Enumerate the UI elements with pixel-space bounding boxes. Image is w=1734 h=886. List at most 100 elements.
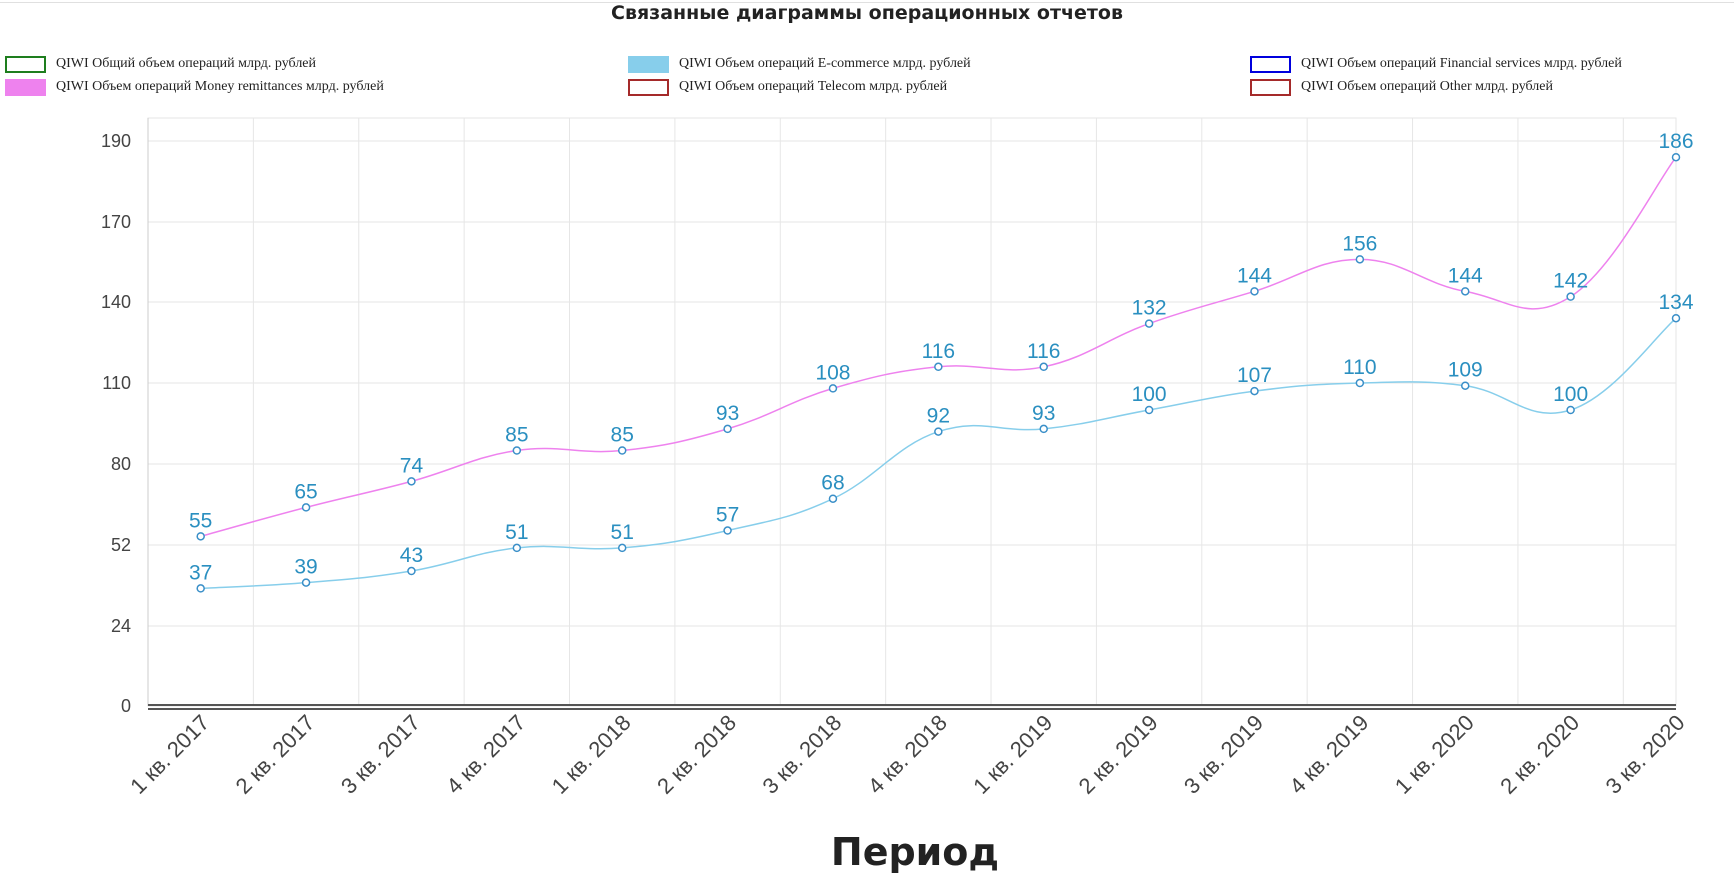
data-label: 116 [1027,340,1060,363]
data-label: 93 [716,402,739,425]
data-label: 110 [1343,356,1376,379]
x-tick-label: 1 кв. 2020 [1390,710,1479,799]
data-label: 186 [1658,130,1693,153]
x-tick-label: 2 кв. 2017 [231,710,320,799]
data-point [301,578,311,587]
data-point [1355,378,1365,388]
x-tick-label: 4 кв. 2019 [1284,710,1373,799]
data-point [617,446,627,455]
data-label: 108 [815,361,850,384]
data-point [1460,381,1470,390]
data-label: 134 [1658,291,1693,314]
data-point [1671,313,1681,323]
data-label: 37 [189,561,212,584]
data-point [1460,287,1470,296]
data-point [1039,362,1048,372]
data-point [1250,287,1259,296]
x-tick-label: 4 кв. 2017 [441,710,530,799]
data-label: 93 [1032,402,1055,425]
data-label: 100 [1132,383,1167,406]
data-point [512,543,522,553]
data-label: 144 [1237,264,1272,287]
x-tick-label: 3 кв. 2019 [1179,710,1268,799]
x-tick-label: 1 кв. 2018 [547,710,636,799]
data-label: 65 [294,480,317,503]
data-point [1355,255,1365,264]
data-point [1039,424,1048,434]
x-tick-label: 3 кв. 2017 [336,710,425,799]
data-point [196,532,205,541]
data-point [512,446,522,455]
data-label: 39 [294,556,317,579]
legend-label-total: QIWI Общий объем операций млрд. рублей [56,56,317,71]
y-tick-label: 110 [102,373,131,393]
data-point [723,424,732,434]
legend-label-ecommerce: QIWI Объем операций E-commerce млрд. руб… [679,56,971,71]
x-tick-label: 3 кв. 2018 [758,710,847,799]
data-point [934,427,943,436]
data-label: 156 [1342,232,1377,255]
legend-swatch-telecom [628,78,669,96]
data-label: 116 [922,340,955,363]
data-point [196,584,205,593]
legend-item-other[interactable]: QIWI Объем операций Other млрд. рублей [1250,76,1553,98]
data-point [1144,405,1154,415]
data-label: 109 [1448,359,1483,382]
data-label: 68 [821,472,844,495]
data-label: 57 [716,504,739,527]
data-label: 85 [611,424,634,447]
top-divider [0,2,1734,3]
y-tick-label: 24 [111,616,131,636]
y-tick-label: 80 [111,454,131,474]
y-tick-label: 140 [101,292,131,312]
x-axis-title: Период [830,830,1000,874]
legend-item-total[interactable]: QIWI Общий объем операций млрд. рублей [5,53,316,75]
data-point [407,566,416,576]
plot-area [147,117,1677,707]
x-tick-label: 1 кв. 2019 [968,710,1057,799]
y-tick-label: 52 [111,535,131,555]
legend-swatch-financial [1250,55,1291,73]
x-tick-label: 2 кв. 2020 [1495,710,1584,799]
x-tick-label: 4 кв. 2018 [863,710,952,799]
data-point [617,543,627,553]
data-point [723,526,732,535]
legend-label-remittances: QIWI Объем операций Money remittances мл… [56,79,384,94]
x-tick-label: 2 кв. 2018 [652,710,741,799]
data-label: 107 [1237,364,1272,387]
data-label: 43 [400,544,423,567]
data-label: 51 [611,521,634,544]
data-point [1566,292,1575,301]
legend-swatch-remittances [5,78,46,96]
legend-item-telecom[interactable]: QIWI Объем операций Telecom млрд. рублей [628,76,947,98]
y-tick-label: 170 [101,212,131,232]
chart-title: Связанные диаграммы операционных отчетов [611,2,1123,24]
data-point [1144,319,1154,328]
data-point [934,362,943,372]
legend-label-telecom: QIWI Объем операций Telecom млрд. рублей [679,79,948,94]
legend-item-ecommerce[interactable]: QIWI Объем операций E-commerce млрд. руб… [628,53,971,75]
data-label: 55 [189,509,212,532]
data-point [828,494,838,503]
legend-swatch-total [5,55,46,73]
data-label: 85 [505,424,528,447]
y-tick-label: 190 [101,131,131,151]
x-tick-label: 3 кв. 2020 [1601,710,1690,799]
data-label: 144 [1448,264,1483,287]
x-tick-label: 2 кв. 2019 [1074,710,1163,799]
y-tick-label: 0 [121,696,131,716]
data-label: 132 [1132,297,1167,320]
legend-swatch-other [1250,78,1291,96]
legend-label-other: QIWI Объем операций Other млрд. рублей [1301,79,1553,94]
data-label: 92 [927,405,950,428]
legend-item-financial[interactable]: QIWI Объем операций Financial services м… [1250,53,1622,75]
data-point [407,477,416,486]
legend-swatch-ecommerce [628,55,669,73]
data-label: 74 [400,454,424,477]
data-label: 51 [505,521,528,544]
legend-item-remittances[interactable]: QIWI Объем операций Money remittances мл… [5,76,384,98]
data-point [1566,405,1575,415]
data-label: 142 [1553,270,1588,293]
data-point [1250,386,1259,396]
